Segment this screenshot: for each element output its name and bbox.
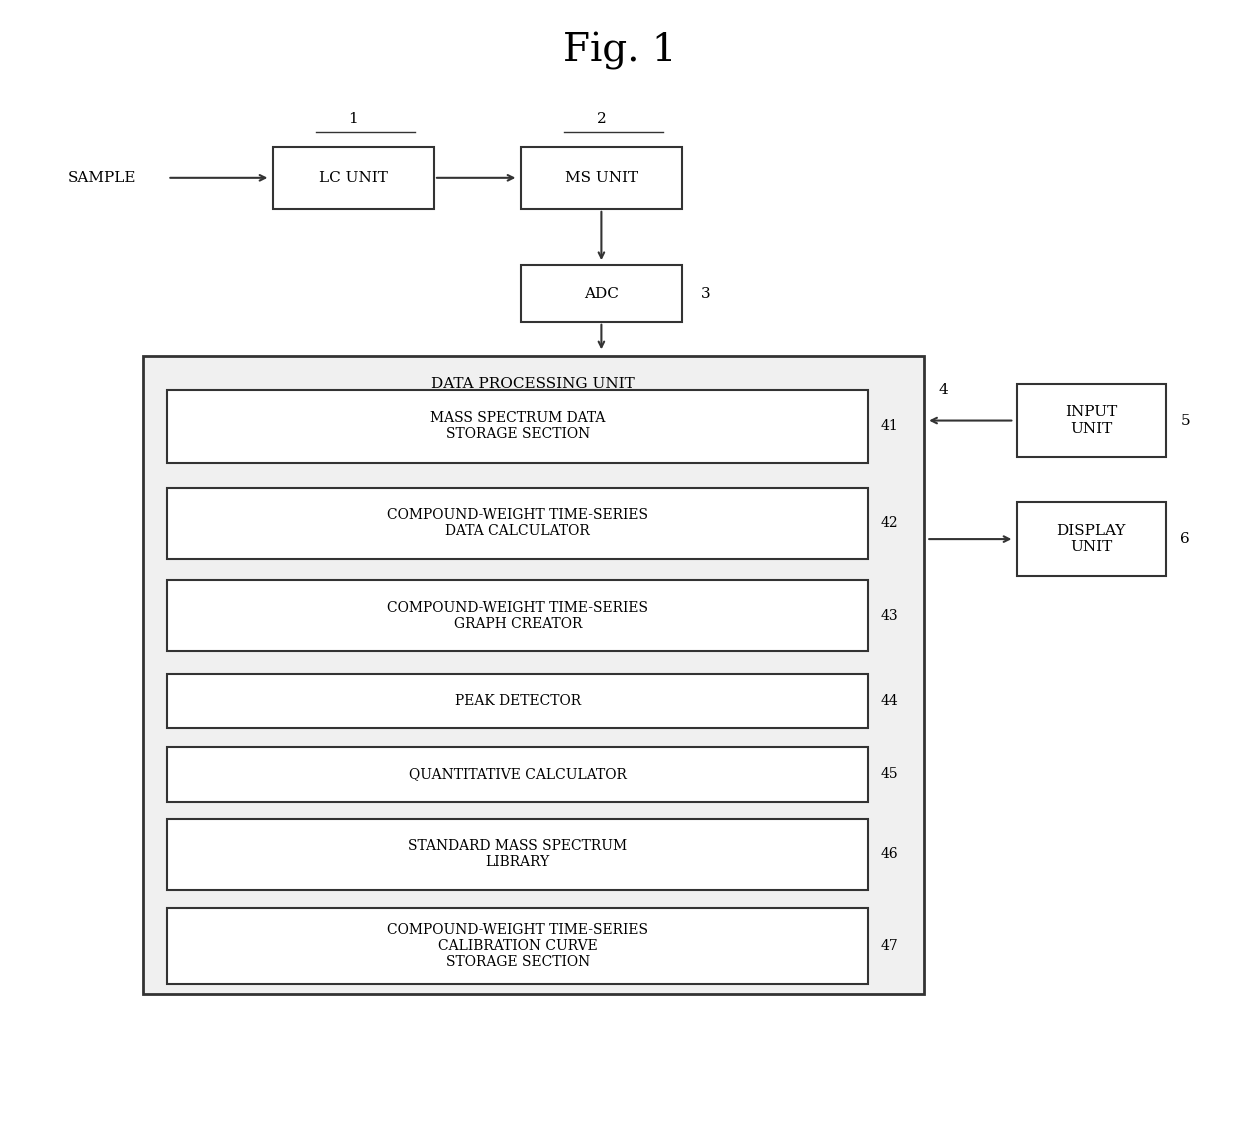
Text: QUANTITATIVE CALCULATOR: QUANTITATIVE CALCULATOR: [409, 768, 626, 781]
Text: 42: 42: [880, 516, 898, 531]
Text: COMPOUND-WEIGHT TIME-SERIES
DATA CALCULATOR: COMPOUND-WEIGHT TIME-SERIES DATA CALCULA…: [387, 508, 649, 539]
Text: ADC: ADC: [584, 287, 619, 300]
Text: DISPLAY
UNIT: DISPLAY UNIT: [1056, 524, 1126, 554]
Text: LC UNIT: LC UNIT: [319, 170, 388, 185]
Text: DATA PROCESSING UNIT: DATA PROCESSING UNIT: [432, 377, 635, 391]
Text: 44: 44: [880, 694, 898, 708]
Text: MASS SPECTRUM DATA
STORAGE SECTION: MASS SPECTRUM DATA STORAGE SECTION: [430, 411, 605, 441]
FancyBboxPatch shape: [167, 747, 868, 802]
FancyBboxPatch shape: [1017, 502, 1166, 576]
FancyBboxPatch shape: [273, 147, 434, 209]
Text: 5: 5: [1180, 413, 1190, 428]
FancyBboxPatch shape: [143, 356, 924, 994]
Text: MS UNIT: MS UNIT: [565, 170, 637, 185]
Text: 46: 46: [880, 847, 898, 861]
FancyBboxPatch shape: [521, 147, 682, 209]
Text: INPUT
UNIT: INPUT UNIT: [1065, 405, 1117, 436]
Text: 41: 41: [880, 419, 898, 434]
FancyBboxPatch shape: [167, 580, 868, 651]
Text: PEAK DETECTOR: PEAK DETECTOR: [455, 694, 580, 708]
FancyBboxPatch shape: [167, 488, 868, 559]
Text: 1: 1: [348, 112, 358, 125]
FancyBboxPatch shape: [1017, 384, 1166, 457]
Text: COMPOUND-WEIGHT TIME-SERIES
CALIBRATION CURVE
STORAGE SECTION: COMPOUND-WEIGHT TIME-SERIES CALIBRATION …: [387, 922, 649, 970]
Text: 43: 43: [880, 609, 898, 623]
Text: SAMPLE: SAMPLE: [68, 170, 136, 185]
Text: 45: 45: [880, 768, 898, 781]
FancyBboxPatch shape: [167, 908, 868, 984]
Text: 3: 3: [701, 287, 711, 300]
Text: 4: 4: [939, 383, 949, 396]
Text: Fig. 1: Fig. 1: [563, 32, 677, 70]
Text: COMPOUND-WEIGHT TIME-SERIES
GRAPH CREATOR: COMPOUND-WEIGHT TIME-SERIES GRAPH CREATO…: [387, 601, 649, 631]
Text: 6: 6: [1180, 532, 1190, 546]
Text: 47: 47: [880, 939, 898, 953]
Text: STANDARD MASS SPECTRUM
LIBRARY: STANDARD MASS SPECTRUM LIBRARY: [408, 839, 627, 869]
FancyBboxPatch shape: [167, 674, 868, 728]
Text: 2: 2: [596, 112, 606, 125]
FancyBboxPatch shape: [167, 390, 868, 463]
FancyBboxPatch shape: [521, 265, 682, 322]
FancyBboxPatch shape: [167, 819, 868, 890]
